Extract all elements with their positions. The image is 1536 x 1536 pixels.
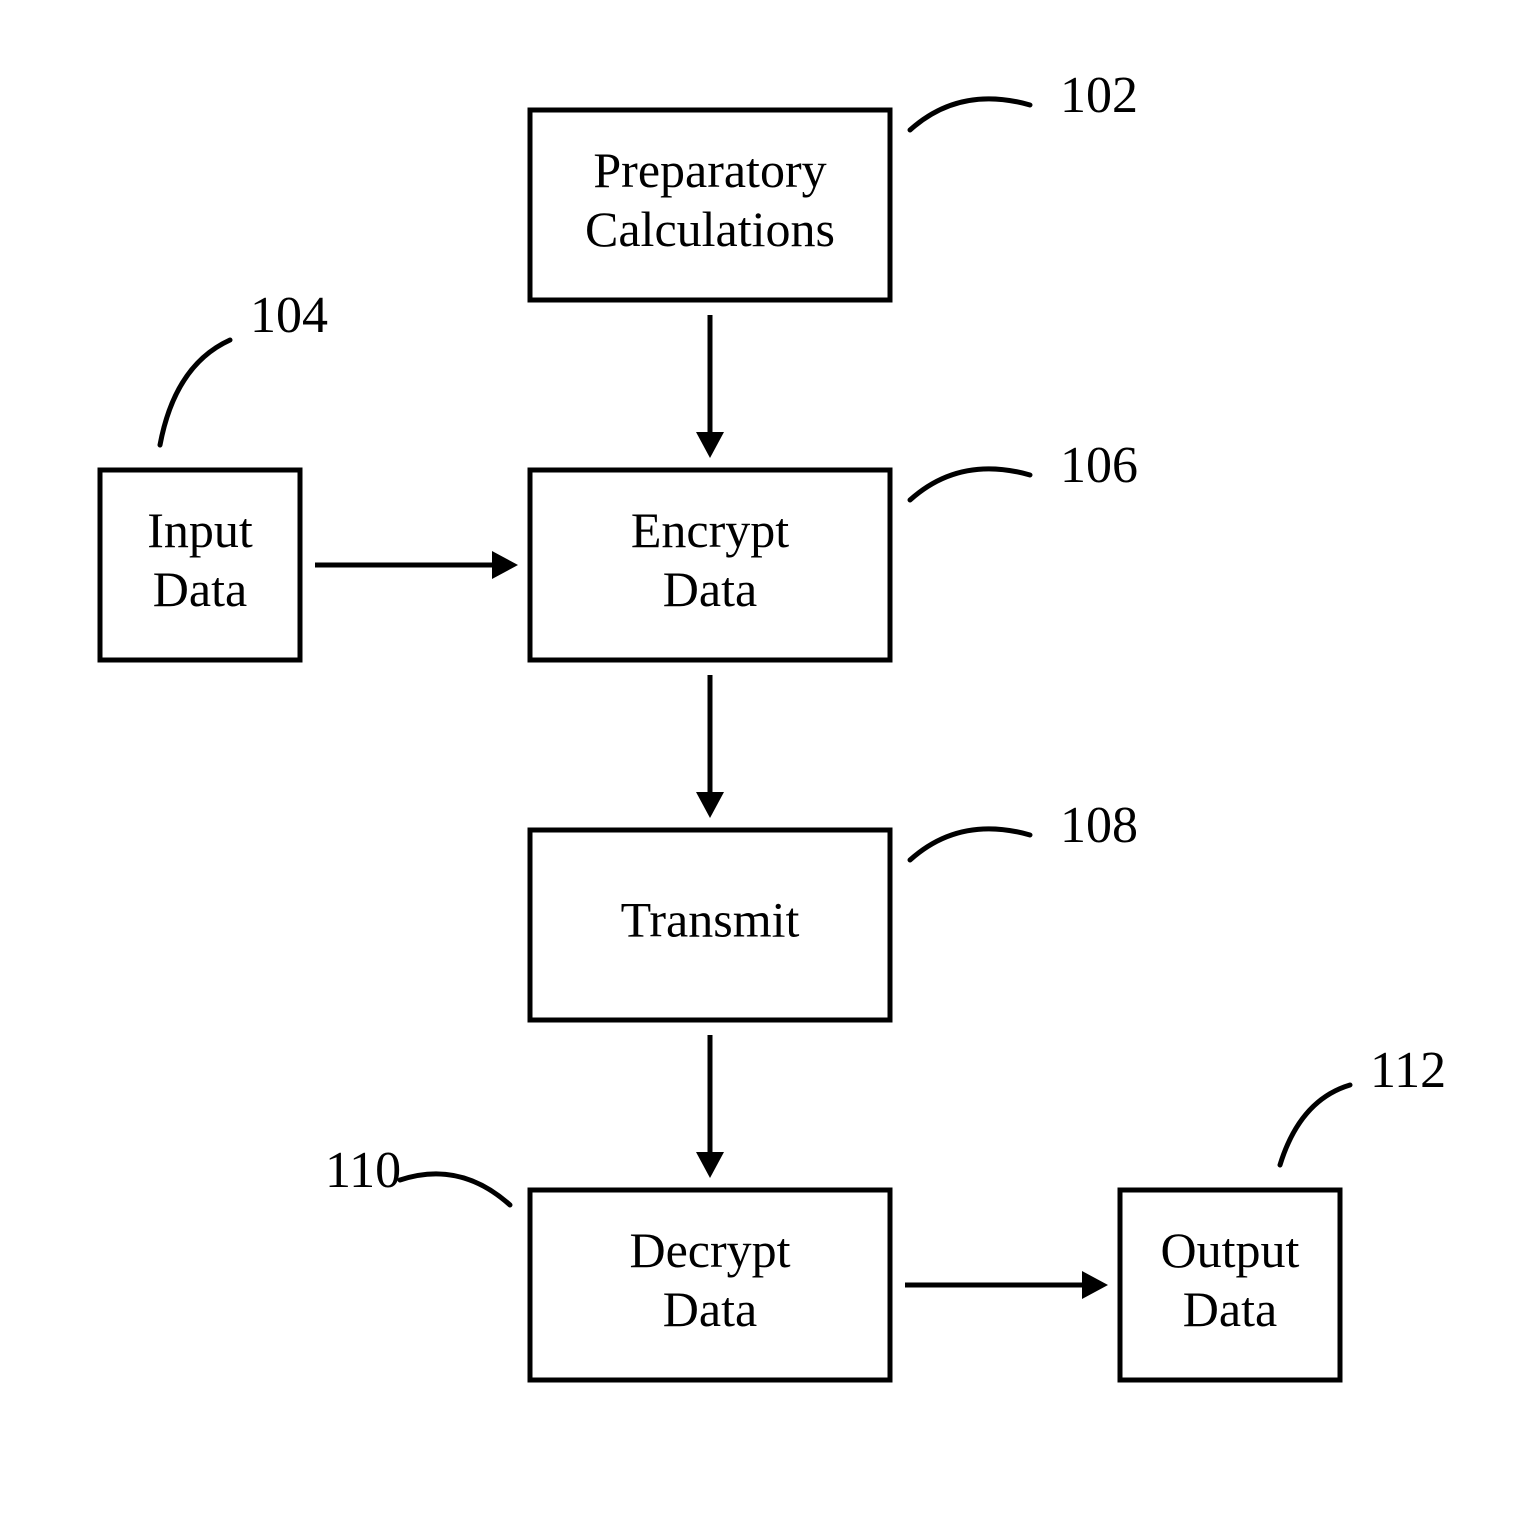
node-prep-text-0: Preparatory (593, 142, 826, 198)
flowchart: PreparatoryCalculationsInputDataEncryptD… (0, 0, 1536, 1536)
node-input: InputData (100, 470, 300, 660)
ref-label-trans: 108 (910, 797, 1138, 860)
node-decrypt-text-1: Data (663, 1281, 757, 1337)
edge-input-encrypt (315, 551, 518, 579)
ref-swoosh-prep (910, 99, 1030, 130)
edge-arrowhead-0 (696, 432, 724, 458)
ref-swoosh-output (1280, 1085, 1350, 1165)
node-encrypt-text-1: Data (663, 561, 757, 617)
ref-swoosh-encrypt (910, 469, 1030, 500)
edge-arrowhead-2 (696, 792, 724, 818)
ref-swoosh-decrypt (400, 1174, 510, 1205)
node-encrypt-text-0: Encrypt (631, 502, 789, 558)
ref-text-output: 112 (1370, 1042, 1446, 1099)
node-prep: PreparatoryCalculations (530, 110, 890, 300)
ref-label-output: 112 (1280, 1042, 1446, 1165)
edge-arrowhead-3 (696, 1152, 724, 1178)
ref-text-encrypt: 106 (1060, 437, 1138, 494)
node-trans: Transmit (530, 830, 890, 1020)
ref-label-encrypt: 106 (910, 437, 1138, 500)
edge-decrypt-output (905, 1271, 1108, 1299)
node-output-text-0: Output (1161, 1222, 1300, 1278)
node-prep-text-1: Calculations (585, 201, 835, 257)
ref-text-decrypt: 110 (325, 1142, 401, 1199)
edge-arrowhead-4 (1082, 1271, 1108, 1299)
ref-text-input: 104 (250, 287, 328, 344)
edge-arrowhead-1 (492, 551, 518, 579)
ref-label-decrypt: 110 (325, 1142, 510, 1205)
ref-label-prep: 102 (910, 67, 1138, 130)
node-output: OutputData (1120, 1190, 1340, 1380)
node-decrypt: DecryptData (530, 1190, 890, 1380)
ref-swoosh-trans (910, 829, 1030, 860)
edge-prep-encrypt (696, 315, 724, 458)
edges-layer (315, 315, 1108, 1299)
edge-trans-decrypt (696, 1035, 724, 1178)
node-input-text-1: Data (153, 561, 247, 617)
node-decrypt-text-0: Decrypt (629, 1222, 790, 1278)
ref-text-prep: 102 (1060, 67, 1138, 124)
node-encrypt: EncryptData (530, 470, 890, 660)
node-input-text-0: Input (147, 502, 253, 558)
edge-encrypt-trans (696, 675, 724, 818)
node-output-text-1: Data (1183, 1281, 1277, 1337)
node-trans-text-0: Transmit (621, 891, 800, 947)
ref-label-input: 104 (160, 287, 328, 445)
ref-swoosh-input (160, 340, 230, 445)
ref-text-trans: 108 (1060, 797, 1138, 854)
